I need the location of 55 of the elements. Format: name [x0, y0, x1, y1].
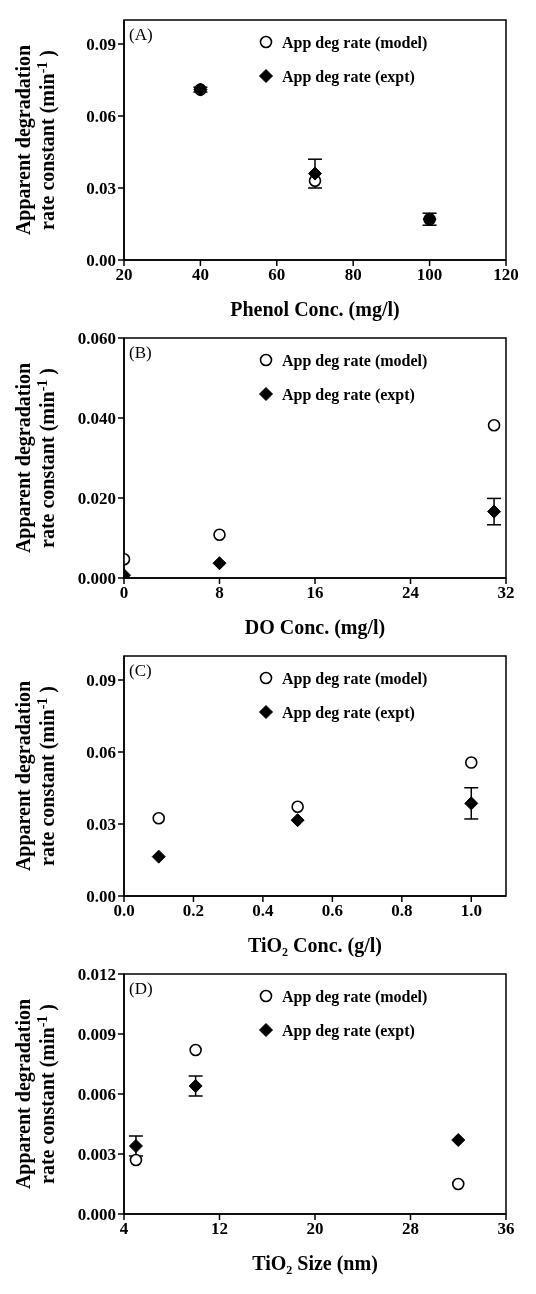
- x-tick-label: 80: [344, 265, 362, 285]
- y-tick-label: 0.009: [77, 1025, 116, 1045]
- x-tick-label: 0.4: [252, 901, 275, 921]
- x-tick-label: 36: [497, 1219, 515, 1239]
- x-tick-label: 0.8: [391, 901, 413, 921]
- y-tick-label: 0.012: [77, 965, 116, 985]
- y-tick-label: 0.03: [86, 815, 116, 835]
- legend-label: App deg rate (model): [282, 34, 428, 52]
- x-axis-title: TiO₂ Size (nm): [252, 1252, 378, 1275]
- x-axis-title: Phenol Conc. (mg/l): [230, 298, 400, 321]
- y-tick-label: 0.00: [86, 251, 116, 271]
- y-tick-label: 0.003: [77, 1145, 116, 1165]
- y-tick-label: 0.00: [86, 887, 116, 907]
- annotation: (D): [129, 979, 153, 998]
- y-tick-label: 0.06: [86, 743, 116, 763]
- y-tick-label: 0.060: [77, 329, 116, 349]
- annotation: (C): [129, 661, 152, 680]
- legend-label: App deg rate (expt): [282, 1022, 415, 1040]
- annotation: (A): [129, 25, 153, 44]
- x-tick-label: 120: [493, 265, 519, 285]
- y-tick-label: 0.000: [77, 569, 116, 589]
- x-tick-label: 12: [211, 1219, 228, 1239]
- x-axis-title: DO Conc. (mg/l): [244, 616, 386, 639]
- y-tick-label: 0.020: [77, 489, 116, 509]
- legend-label: App deg rate (model): [282, 352, 428, 370]
- x-tick-label: 24: [402, 583, 420, 603]
- y-tick-label: 0.006: [77, 1085, 116, 1105]
- x-tick-label: 20: [306, 1219, 324, 1239]
- y-tick-label: 0.09: [86, 671, 116, 691]
- x-tick-label: 32: [497, 583, 515, 603]
- x-tick-label: 20: [115, 265, 133, 285]
- x-tick-label: 28: [402, 1219, 419, 1239]
- x-tick-label: 100: [416, 265, 443, 285]
- y-tick-label: 0.06: [86, 107, 116, 127]
- y-tick-label: 0.040: [77, 409, 116, 429]
- x-tick-label: 16: [306, 583, 324, 603]
- x-tick-label: 1.0: [460, 901, 482, 921]
- y-tick-label: 0.09: [86, 35, 116, 55]
- legend-label: App deg rate (model): [282, 670, 428, 688]
- legend-label: App deg rate (expt): [282, 704, 415, 722]
- x-tick-label: 4: [119, 1219, 129, 1239]
- y-tick-label: 0.000: [77, 1205, 116, 1225]
- annotation: (B): [129, 343, 152, 362]
- legend-label: App deg rate (model): [282, 988, 428, 1006]
- x-tick-label: 0: [119, 583, 129, 603]
- x-axis-title: TiO₂ Conc. (g/l): [248, 934, 382, 957]
- x-tick-label: 60: [268, 265, 286, 285]
- legend-label: App deg rate (expt): [282, 386, 415, 404]
- x-tick-label: 0.0: [113, 901, 135, 921]
- x-tick-label: 40: [191, 265, 209, 285]
- legend-label: App deg rate (expt): [282, 68, 415, 86]
- x-tick-label: 8: [215, 583, 224, 603]
- x-tick-label: 0.6: [321, 901, 343, 921]
- y-tick-label: 0.03: [86, 179, 116, 199]
- x-tick-label: 0.2: [182, 901, 205, 921]
